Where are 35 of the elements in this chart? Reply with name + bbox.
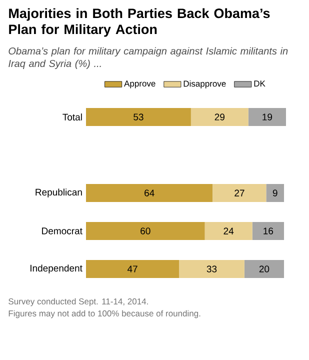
- y-tick-label: Total: [62, 114, 82, 120]
- bar: [248, 108, 286, 126]
- bar: [190, 108, 248, 126]
- bar: [86, 222, 205, 240]
- legend-label: Disapprove: [184, 80, 226, 88]
- y-tick-label: Independent: [30, 264, 82, 274]
- bar: [86, 260, 180, 278]
- data-label: 64: [144, 190, 154, 196]
- y-tick-label: Democrat: [42, 228, 82, 234]
- legend-label: DK: [254, 80, 266, 86]
- text: Figures may not add to 100% because of rounding.: [8, 310, 200, 318]
- data-label: 9: [272, 190, 278, 196]
- data-label: 24: [224, 228, 234, 234]
- bar: [212, 184, 266, 202]
- bar: [252, 222, 284, 240]
- chart-subtitle: Obama’s plan for military campaign against Islamic militants in Iraq and Syria (%) ...: [8, 47, 288, 70]
- data-label: 60: [140, 228, 150, 234]
- chart-title: Majorities in Both Parties Back Obama’s Plan for Military Action: [9, 8, 270, 37]
- data-label: 19: [262, 114, 272, 120]
- data-label: 27: [234, 190, 244, 196]
- legend-label: Approve: [124, 80, 156, 88]
- text: Survey conducted Sept. 11-14, 2014.: [8, 298, 148, 306]
- bar: [204, 222, 252, 240]
- bar: [86, 184, 213, 202]
- data-label: 20: [259, 266, 270, 272]
- bar: [86, 108, 191, 126]
- data-label: 29: [214, 114, 224, 120]
- bar: [179, 260, 244, 278]
- bar: [244, 260, 284, 278]
- y-tick-label: Republican: [36, 188, 82, 198]
- data-label: 16: [264, 228, 274, 234]
- bar: [266, 184, 284, 202]
- data-label: 53: [134, 114, 144, 120]
- data-label: 47: [127, 266, 138, 272]
- data-label: 33: [206, 266, 217, 272]
